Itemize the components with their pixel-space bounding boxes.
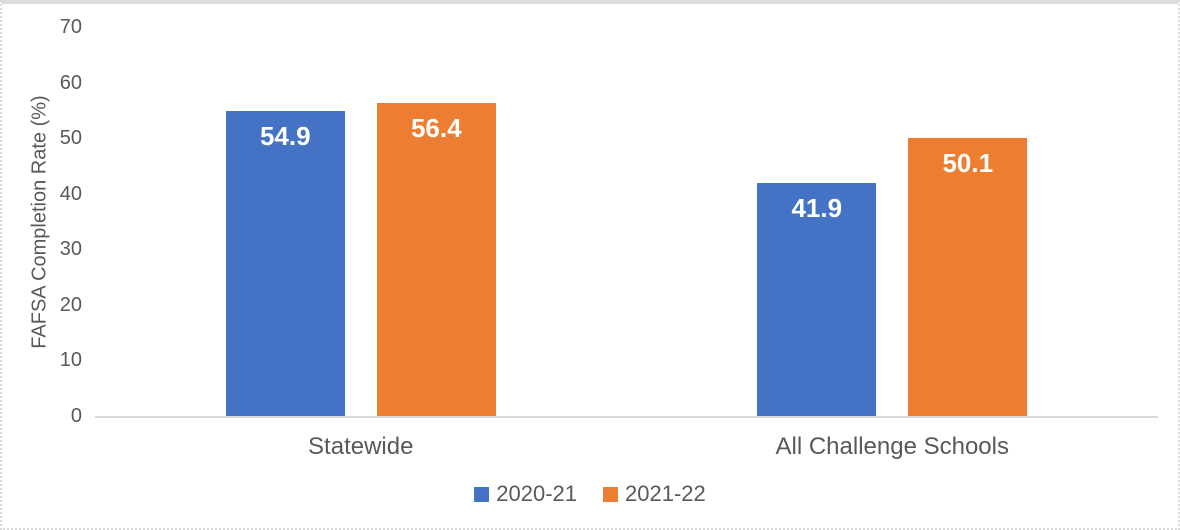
bar-2020-21-all-challenge-schools: 41.9: [757, 183, 877, 416]
bar-group-statewide: 54.9 56.4: [95, 27, 627, 416]
bar-value-label: 54.9: [259, 120, 311, 151]
bar-2021-22-all-challenge-schools: 50.1: [908, 137, 1028, 416]
y-tick-label-10: 10: [59, 349, 82, 372]
category-axis-labels: Statewide All Challenge Schools: [2, 4, 1178, 528]
bar-group-all-challenge-schools: 41.9 50.1: [627, 27, 1159, 416]
legend-swatch-icon: [474, 486, 490, 502]
bar-2020-21-statewide: 54.9: [225, 110, 345, 416]
bar-value-label: 41.9: [791, 193, 843, 224]
legend-swatch-icon: [603, 486, 618, 502]
y-tick-label-60: 60: [59, 71, 82, 94]
category-label-statewide: Statewide: [308, 433, 414, 460]
y-tick-label-0: 0: [70, 405, 82, 427]
legend-item-2021-22: 2021-22: [603, 483, 706, 505]
legend-label: 2020-21: [496, 481, 577, 506]
legend-item-2020-21: 2020-21: [474, 483, 577, 505]
y-tick-label-50: 50: [59, 127, 82, 150]
bar-value-label: 56.4: [410, 112, 462, 143]
bar-value-label: 50.1: [942, 147, 994, 178]
y-tick-label-30: 30: [59, 238, 82, 261]
bar-2021-22-statewide: 56.4: [376, 102, 496, 416]
y-tick-label-40: 40: [59, 182, 82, 205]
category-label-all-challenge-schools: All Challenge Schools: [775, 433, 1009, 460]
y-tick-label-20: 20: [59, 293, 82, 316]
y-tick-label-70: 70: [59, 16, 82, 38]
x-axis-line: [95, 416, 1158, 418]
plot-area: 54.9 56.4 41.9 50.1: [95, 27, 1158, 418]
bars-layer: 54.9 56.4 41.9 50.1: [95, 27, 1158, 416]
legend: 2020-21 2021-22: [2, 483, 1178, 505]
y-axis-tick-labels: 0 10 20 30 40 50 60 70: [2, 4, 1178, 528]
legend-label: 2021-22: [625, 481, 706, 506]
